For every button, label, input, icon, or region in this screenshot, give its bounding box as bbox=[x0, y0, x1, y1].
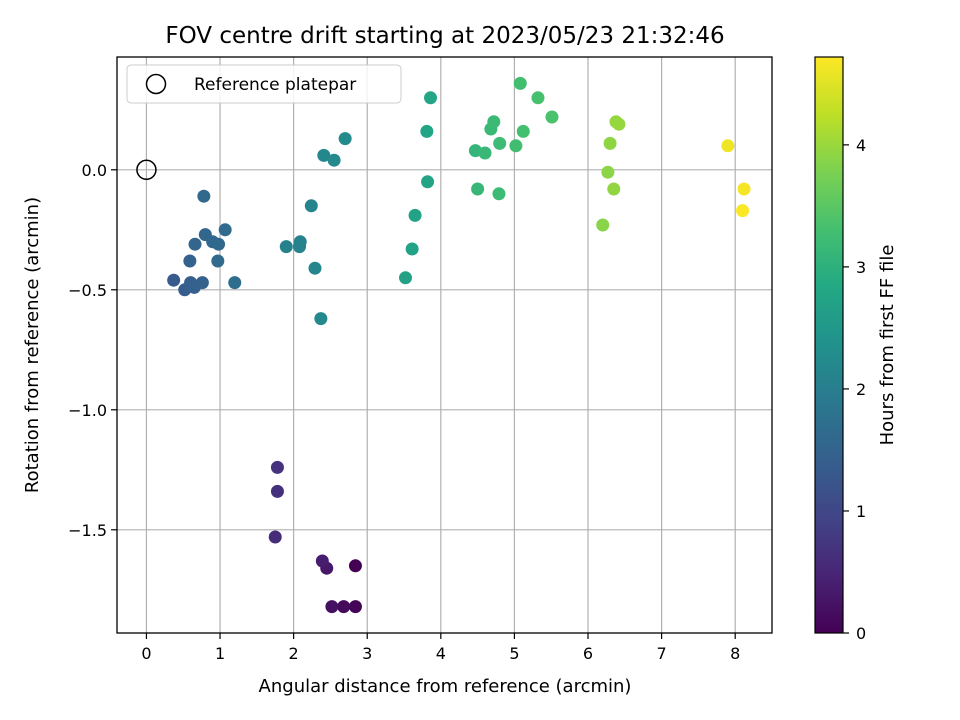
data-point bbox=[603, 136, 617, 150]
y-tick-label: 0.0 bbox=[82, 161, 107, 180]
x-tick-label: 6 bbox=[583, 644, 593, 663]
colorbar: 0 1 2 3 4 Hours from first FF file bbox=[814, 56, 898, 643]
y-tick-label: −1.0 bbox=[68, 401, 107, 420]
data-point bbox=[314, 312, 328, 326]
colorbar-tick-label: 2 bbox=[856, 380, 866, 399]
plot-frame bbox=[116, 56, 773, 634]
y-tick-label: −1.5 bbox=[68, 521, 107, 540]
data-point bbox=[424, 91, 438, 105]
data-point bbox=[317, 148, 331, 162]
data-point bbox=[513, 76, 527, 90]
colorbar-tick-label: 3 bbox=[856, 258, 866, 277]
y-tick-label: −0.5 bbox=[68, 281, 107, 300]
x-tick-label: 2 bbox=[289, 644, 299, 663]
legend-box bbox=[126, 64, 402, 104]
data-point bbox=[338, 132, 352, 146]
data-point bbox=[348, 559, 362, 573]
data-point bbox=[211, 254, 225, 268]
colorbar-label: Hours from first FF file bbox=[877, 245, 898, 446]
data-point bbox=[327, 153, 341, 167]
data-point bbox=[516, 124, 530, 138]
data-point bbox=[270, 484, 284, 498]
data-point bbox=[478, 146, 492, 160]
data-point bbox=[337, 600, 351, 614]
data-point bbox=[218, 223, 232, 237]
data-point bbox=[398, 271, 412, 285]
data-point bbox=[279, 240, 293, 254]
data-point bbox=[737, 182, 751, 196]
data-point bbox=[195, 276, 209, 290]
x-tick-label: 1 bbox=[215, 644, 225, 663]
x-tick-label: 8 bbox=[730, 644, 740, 663]
x-tick-label: 5 bbox=[509, 644, 519, 663]
legend-marker-reference bbox=[145, 73, 167, 95]
data-point bbox=[308, 261, 322, 275]
data-point bbox=[270, 460, 284, 474]
data-point bbox=[721, 139, 735, 153]
data-point bbox=[212, 237, 226, 251]
data-point bbox=[405, 242, 419, 256]
data-points bbox=[136, 76, 751, 614]
data-point bbox=[228, 276, 242, 290]
data-point bbox=[493, 136, 507, 150]
data-point bbox=[183, 254, 197, 268]
x-tick-label: 4 bbox=[436, 644, 446, 663]
data-point bbox=[471, 182, 485, 196]
data-point bbox=[421, 175, 435, 189]
colorbar-tick-label: 0 bbox=[856, 624, 866, 643]
legend: Reference platepar bbox=[126, 64, 402, 104]
data-point bbox=[197, 189, 211, 203]
colorbar-gradient bbox=[814, 56, 844, 634]
data-point bbox=[596, 218, 610, 232]
data-point bbox=[531, 91, 545, 105]
data-point bbox=[167, 273, 181, 287]
data-point bbox=[420, 124, 434, 138]
chart-title: FOV centre drift starting at 2023/05/23 … bbox=[165, 23, 724, 49]
x-tick-label: 7 bbox=[657, 644, 667, 663]
data-point bbox=[293, 235, 307, 249]
reference-point bbox=[136, 159, 157, 181]
colorbar-ticks: 0 1 2 3 4 bbox=[843, 136, 866, 643]
data-point bbox=[487, 115, 501, 129]
y-axis-label: Rotation from reference (arcmin) bbox=[22, 197, 43, 493]
data-point bbox=[607, 182, 621, 196]
grid-lines bbox=[117, 57, 772, 633]
data-point bbox=[612, 117, 626, 131]
data-point bbox=[304, 199, 318, 213]
data-point bbox=[188, 237, 202, 251]
data-point bbox=[408, 208, 422, 222]
legend-label-reference: Reference platepar bbox=[194, 75, 356, 95]
data-point bbox=[492, 187, 506, 201]
data-point bbox=[268, 530, 282, 544]
data-point bbox=[325, 600, 339, 614]
data-point bbox=[315, 554, 329, 568]
x-tick-label: 0 bbox=[141, 644, 151, 663]
data-point bbox=[736, 204, 750, 218]
data-point bbox=[601, 165, 615, 179]
colorbar-tick-label: 4 bbox=[856, 136, 866, 155]
x-tick-label: 3 bbox=[362, 644, 372, 663]
data-point bbox=[545, 110, 559, 124]
colorbar-tick-label: 1 bbox=[856, 502, 866, 521]
x-axis-label: Angular distance from reference (arcmin) bbox=[259, 676, 632, 697]
data-point bbox=[509, 139, 523, 153]
axis-ticks: 0 1 2 3 4 5 6 7 8 0.0 −0.5 −1.0 −1.5 bbox=[68, 161, 740, 663]
data-point bbox=[348, 600, 362, 614]
